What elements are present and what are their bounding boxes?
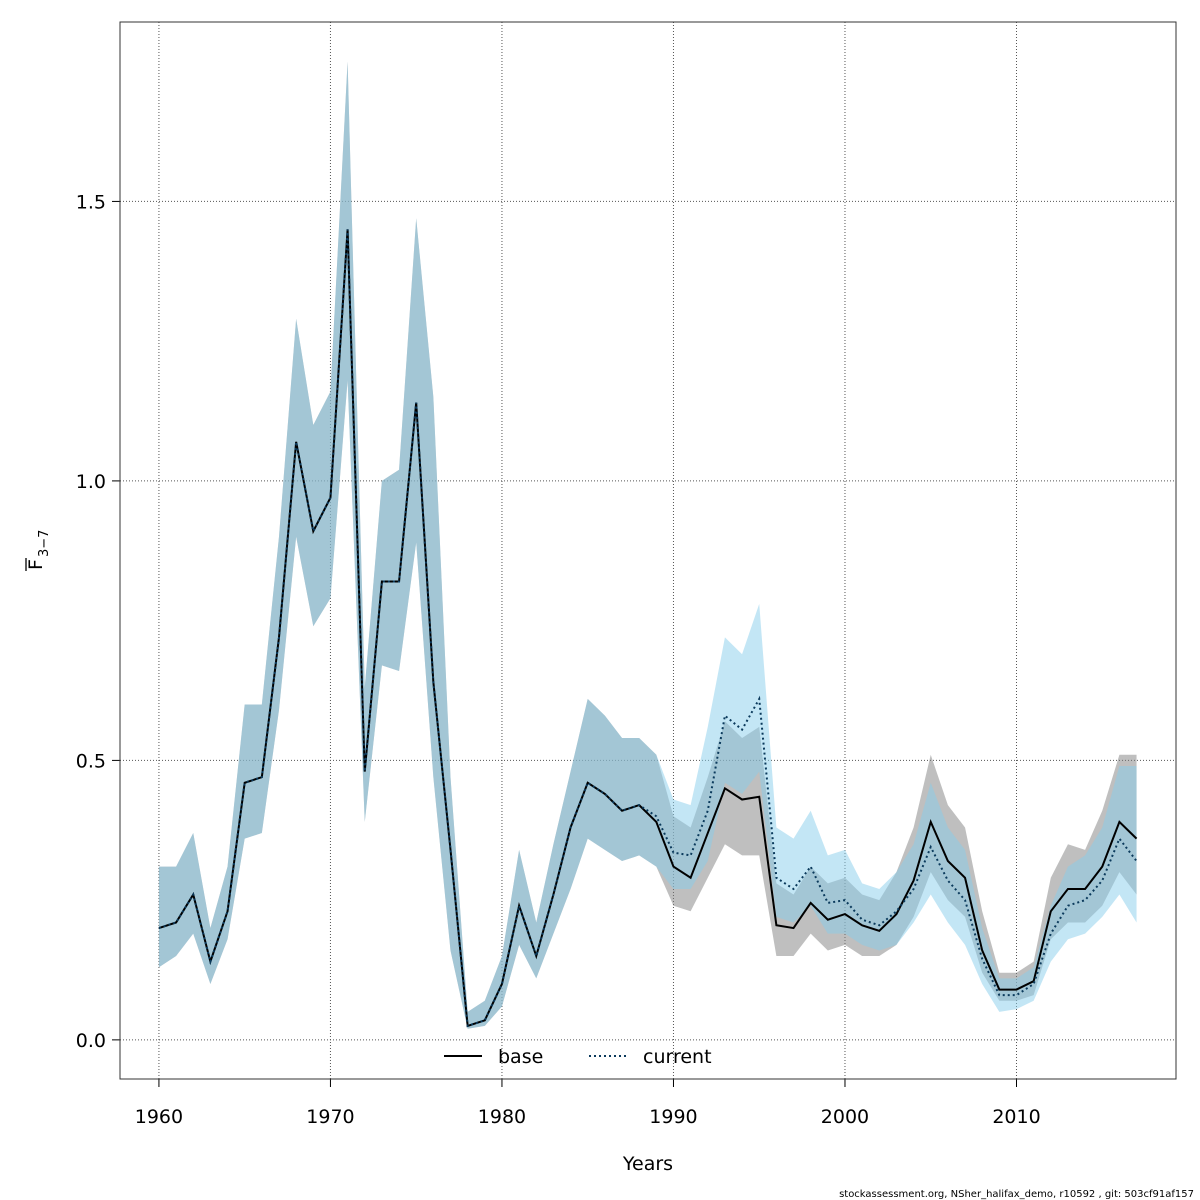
- legend-label: base: [498, 1046, 543, 1068]
- series-line: [158, 229, 1138, 1028]
- y-tick-label: 0.5: [76, 750, 106, 772]
- x-axis-label: Years: [622, 1153, 673, 1175]
- x-tick-label: 2000: [821, 1106, 869, 1128]
- plot-frame: [119, 21, 1177, 1080]
- x-tick-label: 1970: [306, 1106, 354, 1128]
- y-tick-label: 1.5: [76, 191, 106, 213]
- y-axis-label: F 3−7: [25, 530, 52, 571]
- x-tick-label: 2010: [992, 1106, 1040, 1128]
- footer: stockassessment.org, NSher_halifax_demo,…: [839, 1189, 1194, 1200]
- series-line: [158, 229, 1138, 1028]
- x-tick-label: 1990: [649, 1106, 697, 1128]
- legend-label: current: [643, 1046, 712, 1068]
- x-tick-label: 1960: [135, 1106, 183, 1128]
- y-label-subscript: 3−7: [37, 530, 52, 557]
- y-tick-label: 0.0: [76, 1030, 106, 1052]
- y-tick-label: 1.0: [76, 471, 106, 493]
- y-label-symbol: F: [25, 559, 47, 570]
- x-tick-label: 1980: [478, 1106, 526, 1128]
- confidence-band: [158, 61, 1137, 1029]
